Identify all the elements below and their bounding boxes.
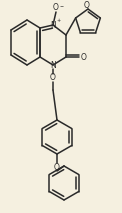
Text: O: O xyxy=(81,52,87,62)
Text: O: O xyxy=(53,3,59,12)
Text: −: − xyxy=(60,4,64,9)
Text: +: + xyxy=(56,18,61,23)
Text: O: O xyxy=(50,73,56,82)
Text: O: O xyxy=(84,0,90,10)
Text: N: N xyxy=(50,20,56,29)
Text: O: O xyxy=(54,163,60,171)
Text: N: N xyxy=(50,60,56,69)
